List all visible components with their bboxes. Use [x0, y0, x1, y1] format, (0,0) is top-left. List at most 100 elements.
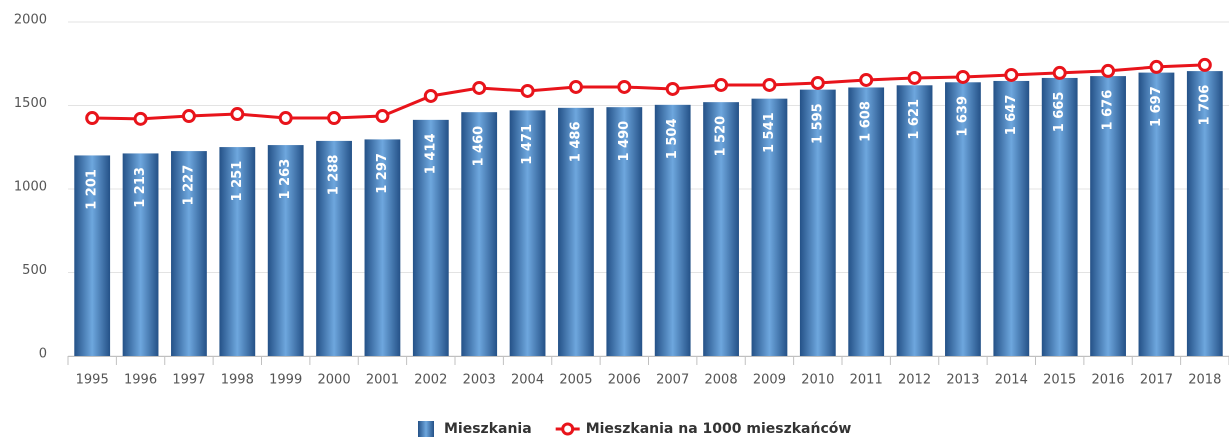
bar	[364, 139, 401, 356]
value-label: 1 504	[665, 118, 680, 159]
line-marker	[568, 79, 583, 94]
bar	[751, 98, 788, 356]
line-marker	[375, 109, 390, 124]
bar	[1138, 72, 1175, 356]
x-tick-label: 2015	[1043, 373, 1076, 388]
y-tick-label: 500	[22, 263, 47, 278]
line-marker	[714, 77, 729, 92]
x-tick-label: 2006	[608, 373, 641, 388]
bar	[122, 153, 159, 356]
x-tick-label: 2008	[705, 373, 738, 388]
y-tick-label: 0	[39, 347, 47, 362]
bar	[848, 87, 885, 357]
bar	[945, 82, 981, 357]
bar	[703, 102, 739, 356]
bar	[896, 85, 933, 356]
bar	[316, 140, 352, 356]
value-label: 1 288	[327, 155, 342, 196]
legend-marker	[561, 422, 575, 436]
line-marker	[278, 111, 293, 126]
value-label: 1 213	[133, 167, 148, 208]
bar	[1041, 77, 1078, 356]
value-label: 1 595	[810, 103, 825, 144]
bar	[558, 107, 594, 356]
value-label: 1 647	[1004, 95, 1019, 136]
line-marker	[665, 81, 680, 96]
x-tick-label: 2001	[366, 373, 399, 388]
value-label: 1 297	[375, 153, 390, 194]
value-label: 1 251	[230, 161, 245, 202]
value-label: 1 460	[472, 126, 487, 167]
line-marker	[1197, 57, 1212, 72]
x-tick-label: 1996	[124, 373, 157, 388]
bar	[993, 80, 1030, 357]
line-marker	[955, 69, 970, 84]
value-label: 1 263	[278, 159, 293, 200]
value-label: 1 486	[568, 121, 583, 162]
bar	[171, 151, 207, 356]
value-label: 1 665	[1052, 92, 1067, 133]
x-tick-label: 2014	[995, 373, 1028, 388]
line-marker	[423, 88, 438, 103]
line-marker	[472, 80, 487, 95]
value-label: 1 676	[1101, 90, 1116, 131]
bar	[219, 147, 256, 356]
x-tick-label: 1995	[76, 373, 109, 388]
legend-label: Mieszkania na 1000 mieszkańców	[586, 421, 852, 437]
bar	[1186, 71, 1223, 357]
y-tick-label: 2000	[14, 13, 47, 28]
value-label: 1 608	[859, 101, 874, 142]
line-marker	[520, 83, 535, 98]
value-label: 1 541	[762, 112, 777, 153]
value-label: 1 706	[1197, 85, 1212, 126]
bar	[654, 104, 691, 356]
bar	[606, 107, 643, 356]
value-label: 1 621	[907, 99, 922, 140]
x-tick-label: 2003	[463, 373, 496, 388]
value-label: 1 490	[617, 121, 632, 162]
line-marker	[327, 111, 342, 126]
x-tick-label: 2007	[656, 373, 689, 388]
x-tick-label: 2000	[318, 373, 351, 388]
line-marker	[762, 77, 777, 92]
bar	[461, 112, 498, 357]
bar	[509, 110, 546, 356]
x-tick-label: 2009	[753, 373, 786, 388]
line-marker	[1052, 65, 1067, 80]
line-marker	[859, 72, 874, 87]
value-label: 1 201	[85, 169, 100, 210]
bar	[74, 155, 111, 356]
y-tick-label: 1000	[14, 180, 47, 195]
line-marker	[230, 107, 245, 122]
legend-label: Mieszkania	[444, 421, 532, 437]
bar	[799, 89, 836, 356]
bar	[412, 119, 449, 356]
value-label: 1 697	[1149, 86, 1164, 127]
x-tick-label: 2012	[898, 373, 931, 388]
x-tick-label: 2013	[946, 373, 979, 388]
line-marker	[907, 70, 922, 85]
x-tick-label: 2002	[414, 373, 447, 388]
x-tick-label: 2011	[850, 373, 883, 388]
bar	[267, 145, 304, 356]
x-tick-label: 1997	[172, 373, 205, 388]
line-marker	[810, 75, 825, 90]
line	[92, 63, 1205, 121]
bar	[1090, 76, 1126, 356]
y-tick-label: 1500	[14, 96, 47, 111]
x-tick-label: 2016	[1092, 373, 1125, 388]
value-label: 1 520	[714, 116, 729, 157]
line-marker	[1004, 67, 1019, 82]
x-tick-label: 2005	[559, 373, 592, 388]
line-marker	[617, 79, 632, 94]
line-marker	[1101, 63, 1116, 78]
line-marker	[85, 111, 100, 126]
x-tick-label: 2017	[1140, 373, 1173, 388]
legend-marker	[418, 421, 434, 437]
x-tick-label: 2018	[1188, 373, 1221, 388]
value-label: 1 639	[955, 96, 970, 137]
x-tick-label: 2010	[801, 373, 834, 388]
line-marker	[133, 111, 148, 126]
x-tick-label: 1998	[221, 373, 254, 388]
